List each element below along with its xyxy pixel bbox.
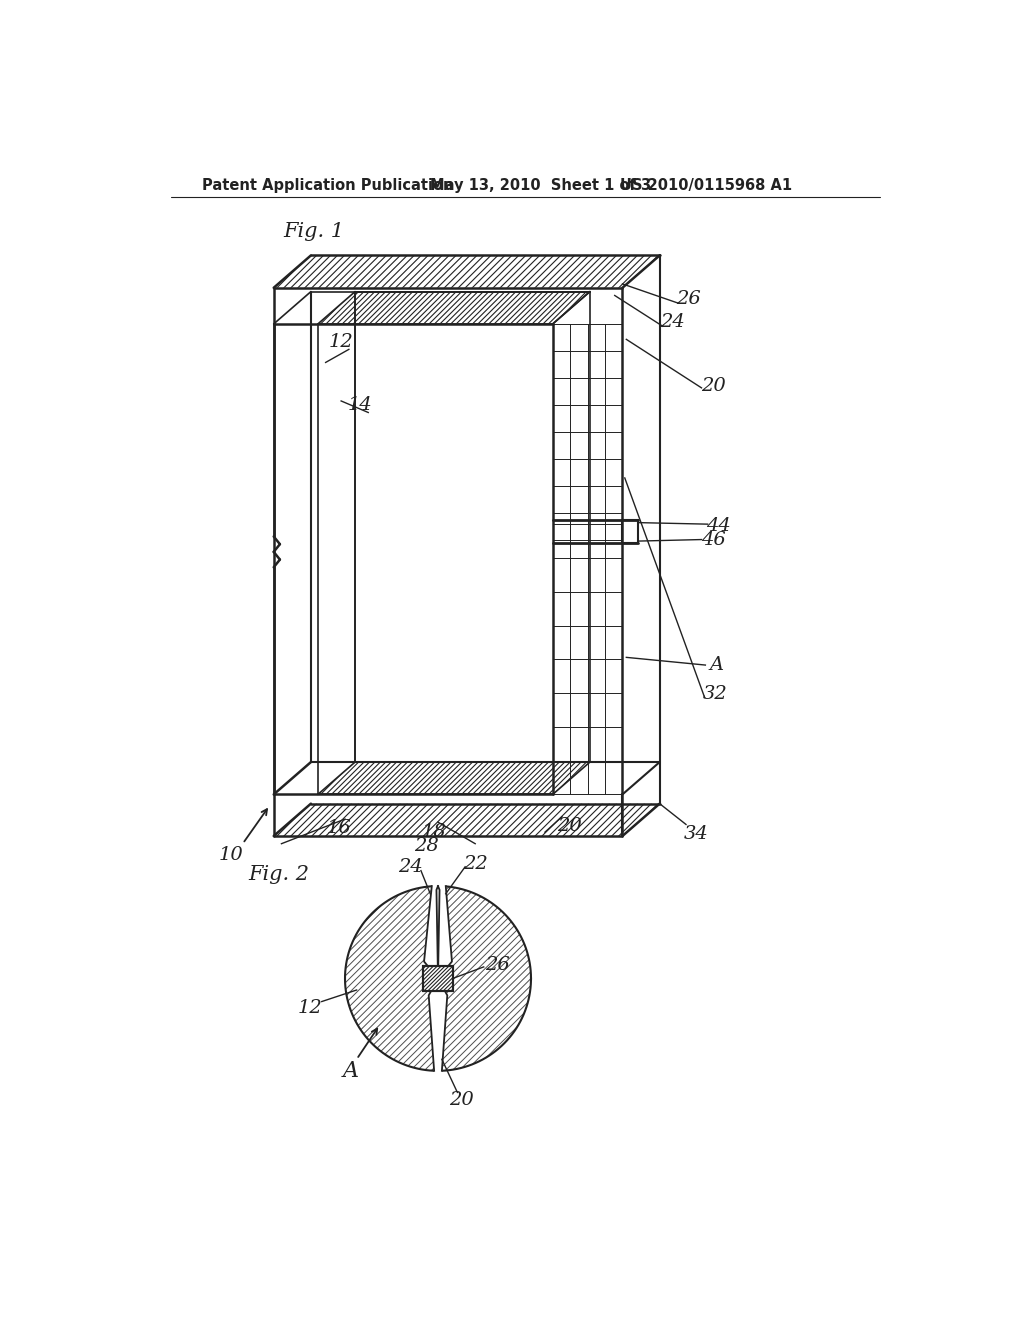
Text: 24: 24 bbox=[660, 313, 685, 330]
Text: 34: 34 bbox=[684, 825, 709, 843]
Polygon shape bbox=[429, 978, 447, 1074]
Text: 24: 24 bbox=[398, 858, 423, 875]
Text: 12: 12 bbox=[329, 333, 353, 351]
Bar bbox=[423, 966, 453, 991]
Text: 22: 22 bbox=[463, 855, 487, 874]
Text: 14: 14 bbox=[348, 396, 373, 413]
Text: 26: 26 bbox=[676, 289, 700, 308]
Text: 20: 20 bbox=[449, 1092, 474, 1109]
Text: Patent Application Publication: Patent Application Publication bbox=[202, 178, 454, 193]
Text: 10: 10 bbox=[219, 846, 244, 865]
Text: 32: 32 bbox=[703, 685, 728, 702]
Text: 26: 26 bbox=[485, 956, 510, 974]
Text: 16: 16 bbox=[327, 820, 351, 837]
Text: 12: 12 bbox=[298, 999, 323, 1016]
Bar bbox=[423, 966, 453, 991]
Text: 20: 20 bbox=[557, 817, 582, 836]
Text: A: A bbox=[343, 1060, 359, 1082]
Text: Fig. 2: Fig. 2 bbox=[248, 865, 309, 884]
Text: 28: 28 bbox=[414, 837, 438, 855]
Text: US 2010/0115968 A1: US 2010/0115968 A1 bbox=[621, 178, 793, 193]
Text: 44: 44 bbox=[707, 517, 731, 536]
Text: 46: 46 bbox=[700, 531, 725, 549]
Text: May 13, 2010  Sheet 1 of 3: May 13, 2010 Sheet 1 of 3 bbox=[430, 178, 651, 193]
Text: 20: 20 bbox=[700, 376, 725, 395]
Polygon shape bbox=[424, 882, 439, 978]
Text: Fig. 1: Fig. 1 bbox=[283, 222, 344, 242]
Bar bbox=[423, 966, 453, 991]
Text: 18: 18 bbox=[422, 824, 446, 841]
Polygon shape bbox=[436, 882, 452, 978]
Text: A: A bbox=[710, 656, 724, 675]
